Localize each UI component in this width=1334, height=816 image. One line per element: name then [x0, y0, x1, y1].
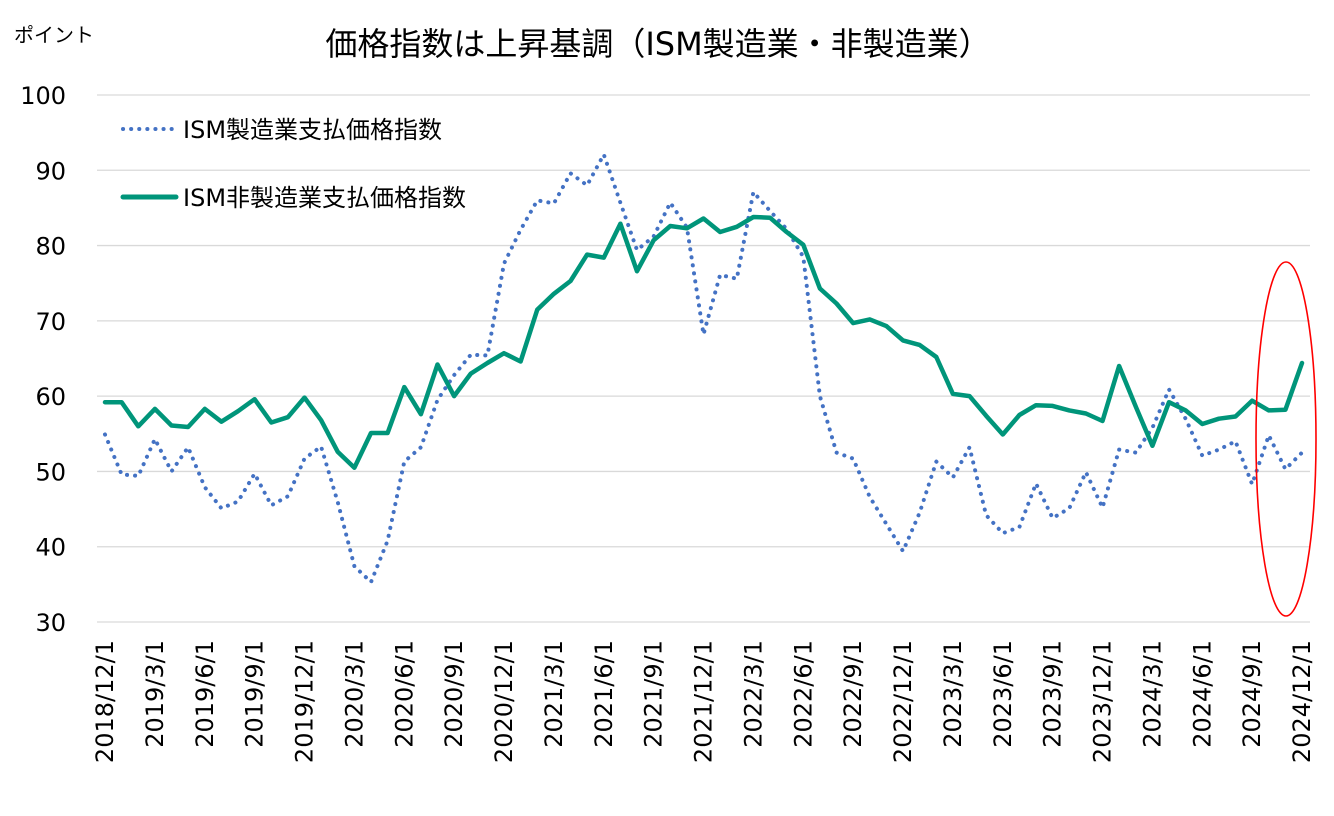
- y-tick-label: 50: [35, 458, 66, 486]
- x-tick-label: 2024/3/1: [1138, 640, 1166, 748]
- highlight-ellipse: [1255, 261, 1317, 617]
- y-tick-label: 80: [35, 233, 66, 261]
- x-tick-label: 2022/6/1: [789, 640, 817, 748]
- x-axis-ticks: 2018/12/1 2019/3/1 2019/6/1 2019/9/1 2019/12…: [91, 640, 1316, 763]
- series-line-2: [102, 214, 1305, 470]
- y-tick-label: 60: [35, 383, 66, 411]
- x-tick-label: 2024/6/1: [1188, 640, 1216, 748]
- x-tick-label: 2023/12/1: [1089, 640, 1117, 763]
- x-tick-label: 2020/6/1: [390, 640, 418, 748]
- y-tick-label: 70: [35, 308, 66, 336]
- x-tick-label: 2019/12/1: [291, 640, 319, 763]
- series-lines: [102, 152, 1305, 585]
- legend-label: ISM非製造業支払価格指数: [183, 184, 466, 212]
- x-tick-label: 2023/6/1: [989, 640, 1017, 748]
- x-tick-label: 2022/9/1: [839, 640, 867, 748]
- y-tick-label: 100: [20, 82, 66, 110]
- x-tick-label: 2023/3/1: [939, 640, 967, 748]
- y-axis-ticks: 30 40 50 60 70 80 90 100: [20, 82, 66, 637]
- x-tick-label: 2018/12/1: [91, 640, 119, 763]
- x-tick-label: 2019/3/1: [141, 640, 169, 748]
- gridlines: [97, 94, 1310, 623]
- x-tick-label: 2020/12/1: [490, 640, 518, 763]
- chart-title: 価格指数は上昇基調（ISM製造業・非製造業）: [325, 25, 990, 63]
- x-tick-label: 2021/6/1: [590, 640, 618, 748]
- y-tick-label: 40: [35, 534, 66, 562]
- x-tick-label: 2023/9/1: [1039, 640, 1067, 748]
- x-tick-label: 2024/9/1: [1238, 640, 1266, 748]
- x-tick-label: 2021/12/1: [690, 640, 718, 763]
- x-tick-label: 2020/3/1: [340, 640, 368, 748]
- x-tick-label: 2024/12/1: [1288, 640, 1316, 763]
- y-tick-label: 30: [35, 609, 66, 637]
- x-tick-label: 2021/3/1: [540, 640, 568, 748]
- y-tick-label: 90: [35, 157, 66, 185]
- highlight-ellipse: [1255, 261, 1317, 617]
- x-tick-label: 2021/9/1: [640, 640, 668, 748]
- y-axis-unit: ポイント: [14, 23, 94, 47]
- x-tick-label: 2019/6/1: [191, 640, 219, 748]
- x-tick-label: 2020/9/1: [440, 640, 468, 748]
- x-tick-label: 2022/12/1: [889, 640, 917, 763]
- x-tick-label: 2019/9/1: [241, 640, 269, 748]
- legend: ISM製造業支払価格指数 ISM非製造業支払価格指数: [120, 116, 466, 212]
- legend-label: ISM製造業支払価格指数: [183, 116, 442, 144]
- x-tick-label: 2022/3/1: [739, 640, 767, 748]
